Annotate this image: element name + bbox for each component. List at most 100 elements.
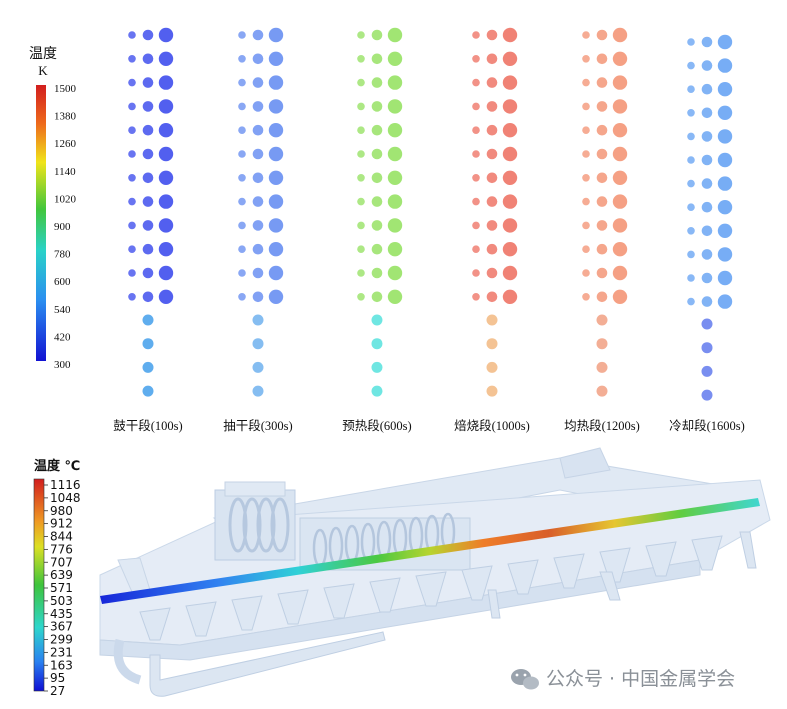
pellet-particle-tail (596, 338, 608, 350)
pellet-particle (238, 126, 246, 134)
pellet-particle (142, 220, 154, 231)
pellet-particle-tail (701, 365, 713, 377)
pellet-particle (486, 124, 498, 136)
top-colorbar-title: 温度 (29, 46, 57, 62)
top-colorbar-tick-label: 1020 (54, 193, 77, 205)
pellet-particle (717, 294, 733, 309)
stage-label: 抽干段(300s) (223, 418, 292, 433)
top-colorbar-tick-label: 540 (54, 304, 71, 316)
pellet-particle (472, 269, 480, 277)
pellet-particle (268, 27, 284, 43)
bottom-colorbar (33, 478, 45, 692)
pellet-particle (158, 170, 174, 185)
wechat-icon (511, 669, 539, 690)
pellet-particle (582, 150, 590, 158)
pellet-particle (687, 297, 695, 306)
stage-column: 鼓干段(100s) (113, 27, 183, 433)
pellet-particle-tail (252, 338, 264, 350)
pellet-particle-tail (701, 318, 713, 330)
pellet-particle (701, 178, 713, 189)
pellet-particle (486, 243, 498, 255)
pellet-particle (717, 200, 733, 215)
pellet-particle (486, 267, 498, 279)
pellet-particle (158, 289, 174, 304)
pellet-particle (128, 245, 136, 253)
pellet-particle (387, 170, 403, 185)
pellet-particle (128, 221, 136, 230)
pellet-particle (252, 196, 264, 207)
pellet-particle (371, 124, 383, 136)
pellet-particle (472, 197, 480, 206)
pellet-particle (238, 102, 246, 111)
top-colorbar-tick-label: 780 (54, 249, 71, 261)
pellet-particle (486, 291, 498, 303)
pellet-particle (701, 36, 713, 48)
pellet-particle-tail (371, 338, 383, 350)
pellet-particle (268, 170, 284, 185)
pellet-particle (717, 105, 733, 121)
watermark: 公众号 · 中国金属学会 (511, 668, 735, 690)
pellet-particle (128, 197, 136, 206)
pellet-particle (387, 27, 403, 43)
pellet-particle (582, 245, 590, 253)
pellet-particle (128, 174, 136, 182)
pellet-particle (472, 245, 480, 253)
pellet-particle-tail (596, 314, 608, 326)
pellet-particle (717, 129, 733, 144)
pellet-particle (717, 176, 733, 191)
pellet-particle (596, 29, 608, 41)
pellet-particle (387, 99, 403, 114)
pellet-particle (252, 148, 264, 160)
pellet-particle (701, 60, 713, 71)
pellet-particle (238, 55, 246, 63)
pellet-particle (158, 51, 174, 66)
pellet-particle (142, 148, 154, 160)
pellet-particle (502, 146, 518, 162)
pellet-particle (268, 218, 284, 233)
bottom-colorbar-title: 温度 ℃ (34, 458, 80, 474)
pellet-particle (486, 29, 498, 41)
pellet-particle-tail (142, 361, 154, 373)
pellet-particle (158, 123, 174, 138)
pellet-particle (502, 99, 518, 114)
pellet-particle (268, 123, 284, 138)
bottom-colorbar-tick-label: 231 (50, 645, 73, 659)
bottom-colorbar-ticks: 1116104898091284477670763957150343536729… (44, 478, 81, 698)
pellet-particle (612, 123, 628, 138)
pellet-particle (687, 38, 695, 46)
pellet-particle (717, 58, 733, 73)
pellet-particle (371, 267, 383, 279)
bottom-colorbar-tick-label: 435 (50, 607, 73, 621)
pellet-particle (687, 274, 695, 282)
pellet-particle (687, 85, 695, 93)
pellet-particle (596, 220, 608, 231)
pellet-particle-tail (252, 361, 264, 373)
pellet-particle (717, 247, 733, 262)
pellet-particle-tail (596, 361, 608, 373)
pellet-particle (612, 218, 628, 233)
pellet-particle (371, 172, 383, 184)
pellet-particle (472, 221, 480, 230)
pellet-particle (387, 123, 403, 138)
pellet-particle (387, 51, 403, 66)
pellet-particle (701, 225, 713, 237)
pellet-particle (128, 293, 136, 301)
pellet-particle (687, 179, 695, 188)
pellet-particle (142, 291, 154, 303)
pellet-particle (357, 197, 365, 206)
pellet-particle (596, 53, 608, 65)
pellet-particle (357, 174, 365, 182)
pellet-particle (502, 27, 518, 43)
pellet-particle (128, 102, 136, 111)
pellet-particle (472, 31, 480, 39)
pellet-particle (158, 242, 174, 257)
pellet-particle (357, 245, 365, 253)
pellet-particle-tail (142, 338, 154, 350)
pellet-particle-tail (701, 342, 713, 354)
pellet-particle (502, 170, 518, 185)
pellet-particle (357, 55, 365, 63)
pellet-particle (596, 101, 608, 112)
pellet-particle (238, 221, 246, 230)
bottom-colorbar-tick-label: 707 (50, 555, 73, 569)
pellet-particle (486, 172, 498, 184)
